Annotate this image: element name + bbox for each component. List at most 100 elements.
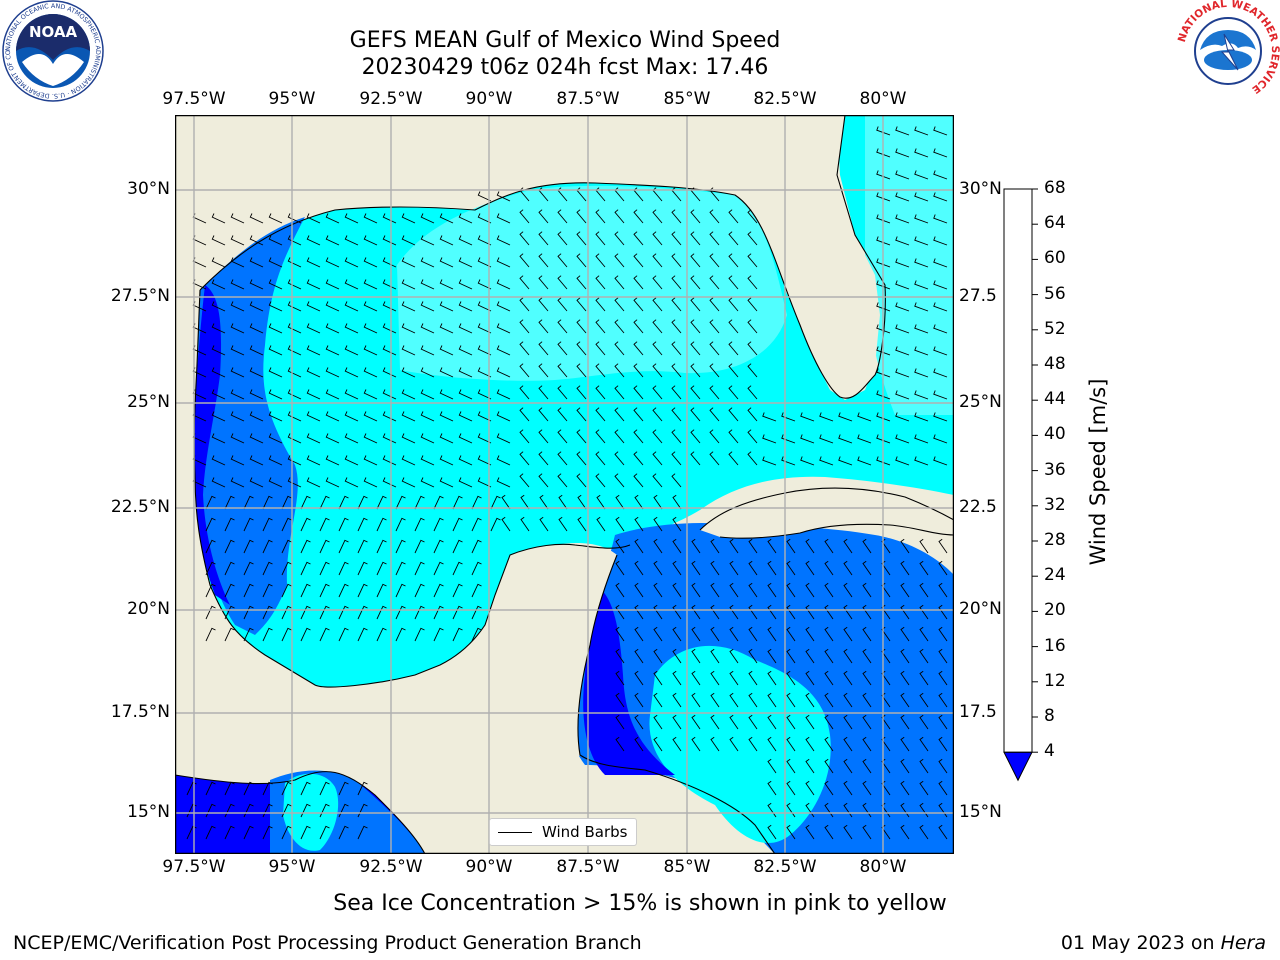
wind-barb — [338, 495, 349, 510]
wind-barb — [652, 385, 663, 400]
wind-barb — [933, 368, 948, 378]
wind-barb — [306, 367, 321, 378]
wind-barb — [262, 561, 273, 576]
wind-barb — [748, 714, 758, 730]
wind-barb — [729, 714, 739, 730]
wind-barb — [876, 390, 891, 400]
wind-barb — [325, 301, 340, 312]
wind-barb — [268, 477, 283, 488]
wind-barb — [414, 539, 425, 554]
wind-barb — [363, 323, 378, 334]
wind-barb — [671, 275, 682, 290]
wind-barb — [538, 451, 549, 466]
wind-barb — [519, 253, 530, 268]
wind-barb — [496, 389, 511, 400]
wind-barb — [690, 253, 701, 268]
wind-barb — [224, 605, 235, 620]
wind-barb — [452, 539, 463, 554]
colorbar-tick-label: 60 — [1044, 248, 1066, 269]
wind-barb — [633, 319, 644, 334]
wind-barb — [805, 714, 815, 730]
wind-barb — [281, 781, 292, 796]
wind-barb — [477, 433, 492, 444]
wind-barb — [338, 627, 349, 642]
wind-barb — [710, 626, 720, 642]
lon-tick-label: 82.5°W — [753, 857, 817, 877]
wind-barb — [319, 781, 330, 796]
wind-barb — [325, 279, 340, 290]
wind-barb — [747, 319, 758, 334]
wind-barb — [938, 758, 948, 774]
wind-barb — [576, 209, 587, 224]
wind-barb — [243, 539, 254, 554]
wind-barb — [709, 341, 720, 356]
wind-barb — [709, 297, 720, 312]
wind-barb — [538, 341, 549, 356]
wind-barb — [439, 279, 454, 290]
wind-barb — [634, 736, 644, 752]
wind-barb — [671, 253, 682, 268]
wind-barb — [747, 253, 758, 268]
wind-barb — [382, 455, 397, 466]
colorbar-tick-label: 68 — [1044, 178, 1066, 198]
wind-barb — [895, 390, 910, 400]
wind-barb — [672, 736, 682, 752]
wind-barb — [243, 495, 254, 510]
wind-barb — [477, 367, 492, 378]
wind-barb — [420, 345, 435, 356]
wind-barb — [653, 582, 663, 598]
wind-barb — [520, 516, 530, 532]
wind-barb — [344, 213, 359, 224]
wind-barb — [652, 451, 663, 466]
colorbar-tick-label: 56 — [1044, 283, 1066, 304]
wind-barb — [895, 368, 910, 378]
wind-barb — [633, 209, 644, 224]
wind-barb — [900, 538, 910, 554]
wind-barb — [458, 257, 473, 268]
wind-barb — [614, 363, 625, 378]
wind-barb — [376, 561, 387, 576]
wind-barb — [401, 477, 416, 488]
wind-barbs-legend: Wind Barbs — [489, 818, 637, 846]
wind-barb — [458, 389, 473, 400]
wind-barb — [325, 367, 340, 378]
wind-barb — [395, 605, 406, 620]
wind-barb — [452, 561, 463, 576]
wind-barb — [325, 235, 340, 246]
wind-barb — [433, 495, 444, 510]
wind-barb — [344, 301, 359, 312]
wind-barb — [325, 323, 340, 334]
wind-barb — [519, 451, 530, 466]
wind-barb — [433, 605, 444, 620]
wind-barb — [652, 231, 663, 246]
wind-barb — [262, 517, 273, 532]
wind-barb — [458, 367, 473, 378]
wind-barb — [805, 626, 815, 642]
lat-tick-label: 27.5 — [959, 286, 997, 306]
lon-tick-label: 85°W — [663, 857, 711, 877]
wind-barb — [401, 235, 416, 246]
colorbar — [1003, 188, 1038, 782]
wind-barb — [281, 495, 292, 510]
wind-barb — [414, 517, 425, 532]
wind-barb — [538, 209, 549, 224]
wind-barb — [933, 236, 948, 246]
wind-barb — [576, 341, 587, 356]
wind-barb — [287, 279, 302, 290]
wind-barb — [614, 451, 625, 466]
wind-barb — [671, 231, 682, 246]
wind-barb — [300, 605, 311, 620]
wind-barb — [538, 231, 549, 246]
wind-barb — [395, 561, 406, 576]
wind-barb — [344, 411, 359, 422]
wind-barb — [363, 455, 378, 466]
wind-barb — [728, 253, 739, 268]
wind-barb — [895, 126, 910, 136]
wind-barb — [281, 539, 292, 554]
wind-barb — [938, 626, 948, 642]
wind-barb — [614, 429, 625, 444]
wind-barb — [881, 824, 891, 840]
wind-barb — [633, 451, 644, 466]
wind-barb — [306, 455, 321, 466]
wind-barb — [876, 148, 891, 158]
